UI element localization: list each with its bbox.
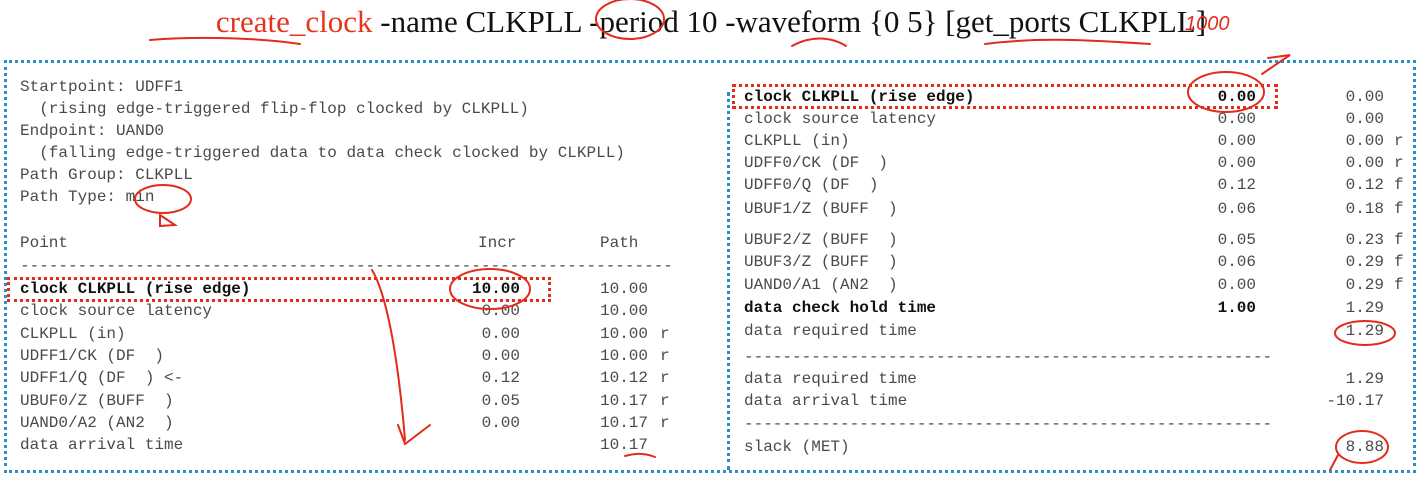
left-row-flag: r	[660, 391, 670, 410]
right-separator-1: ----------------------------------------…	[744, 348, 1273, 366]
right-row-flag: r	[1394, 154, 1404, 172]
right-row-incr: 0.00	[1217, 132, 1256, 150]
left-row-incr: 0.00	[481, 302, 520, 321]
slack-value: 8.88	[1345, 438, 1384, 456]
left-row-point: clock source latency	[20, 302, 213, 321]
right-row-incr: 0.06	[1217, 200, 1256, 218]
panel-divider	[727, 92, 730, 470]
right-row-incr: 0.00	[1217, 276, 1256, 294]
col-header-point: Point	[20, 234, 69, 252]
startpoint-desc: (rising edge-triggered flip-flop clocked…	[20, 100, 529, 118]
right-row-point: UBUF1/Z (BUFF )	[744, 200, 898, 218]
right-row-path: 0.29	[1345, 276, 1384, 294]
path-group-line: Path Group: CLKPLL	[20, 166, 193, 184]
right-row-incr: 0.12	[1217, 176, 1256, 194]
left-row-incr: 0.00	[481, 413, 520, 432]
right-row-flag: r	[1394, 132, 1404, 150]
col-header-path: Path	[600, 234, 639, 252]
right-separator-2: ----------------------------------------…	[744, 415, 1273, 433]
right-row-flag: f	[1394, 253, 1404, 271]
report-frame	[4, 60, 1416, 473]
left-clock-highlight	[7, 277, 551, 302]
left-row-point: UDFF1/Q (DF ) <-	[20, 369, 184, 388]
endpoint-desc: (falling edge-triggered data to data che…	[20, 144, 625, 162]
left-row-flag: r	[660, 413, 670, 432]
left-row-flag: r	[660, 346, 670, 365]
right-row-flag: f	[1394, 276, 1404, 294]
left-row-path: 10.17	[599, 391, 648, 410]
left-row-point: UBUF0/Z (BUFF )	[20, 391, 174, 410]
left-row-incr: 0.05	[481, 391, 520, 410]
right-row-incr: 0.06	[1217, 253, 1256, 271]
command-keyword: create_clock	[215, 4, 373, 39]
left-row-path: 10.00	[599, 324, 648, 343]
summary-required-value: 1.29	[1345, 370, 1384, 388]
right-row-incr: 0.00	[1217, 154, 1256, 172]
left-separator: ----------------------------------------…	[20, 257, 673, 275]
right-row-point: UBUF2/Z (BUFF )	[744, 231, 898, 249]
left-row-point: data arrival time	[20, 436, 184, 455]
underline-clkpll	[984, 38, 1151, 45]
summary-arrival-value: -10.17	[1326, 392, 1384, 410]
left-row-point: clock CLKPLL (rise edge)	[20, 280, 251, 298]
right-row-flag: f	[1394, 176, 1404, 194]
right-row-path: 0.12	[1345, 176, 1384, 194]
command-line: create_clock -name CLKPLL -period 10 -wa…	[0, 4, 1422, 40]
right-row-point: UDFF0/Q (DF )	[744, 176, 879, 194]
command-args: -name CLKPLL -period 10 -waveform {0 5} …	[372, 4, 1207, 39]
right-row-path: 1.29	[1345, 322, 1384, 340]
right-row-point: CLKPLL (in)	[744, 132, 850, 150]
right-row-point: UAND0/A1 (AN2 )	[744, 276, 898, 294]
right-row-path: 0.18	[1345, 200, 1384, 218]
left-row-path: 10.17	[599, 436, 648, 455]
summary-arrival-label: data arrival time	[744, 392, 908, 410]
right-row-path: 0.00	[1345, 110, 1384, 128]
right-row-flag: f	[1394, 200, 1404, 218]
left-row-path: 10.00	[599, 280, 648, 298]
col-header-incr: Incr	[478, 234, 517, 252]
left-row-incr: 0.00	[481, 346, 520, 365]
right-row-path: 0.23	[1345, 231, 1384, 249]
left-row-path: 10.17	[599, 413, 648, 432]
left-row-incr: 0.00	[481, 324, 520, 343]
left-row-flag: r	[660, 369, 670, 388]
right-row-point: clock source latency	[744, 110, 937, 128]
right-row-incr: 1.00	[1217, 299, 1256, 317]
right-row-point: data required time	[744, 322, 917, 340]
right-row-point: clock CLKPLL (rise edge)	[744, 88, 975, 106]
left-row-flag: r	[660, 324, 670, 343]
left-row-incr: 0.12	[481, 369, 520, 388]
right-row-point: UBUF3/Z (BUFF )	[744, 253, 898, 271]
summary-required-label: data required time	[744, 370, 917, 388]
right-clock-highlight	[732, 84, 1278, 109]
endpoint-line: Endpoint: UAND0	[20, 122, 165, 140]
right-row-path: 0.00	[1345, 132, 1384, 150]
right-row-incr: 0.05	[1217, 231, 1256, 249]
right-row-incr: 0.00	[1217, 110, 1256, 128]
right-row-path: 0.29	[1345, 253, 1384, 271]
left-row-path: 10.00	[599, 302, 648, 321]
right-row-path: 0.00	[1345, 154, 1384, 172]
right-row-point: UDFF0/CK (DF )	[744, 154, 889, 172]
left-row-point: CLKPLL (in)	[20, 324, 126, 343]
slack-label: slack (MET)	[744, 438, 850, 456]
left-row-path: 10.00	[599, 346, 648, 365]
right-row-point: data check hold time	[744, 299, 937, 317]
left-row-path: 10.12	[599, 369, 648, 388]
right-row-path: 1.29	[1345, 299, 1384, 317]
right-row-path: 0.00	[1345, 88, 1384, 106]
left-row-point: UAND0/A2 (AN2 )	[20, 413, 174, 432]
startpoint-line: Startpoint: UDFF1	[20, 78, 184, 96]
path-type-line: Path Type: min	[20, 188, 155, 206]
right-row-flag: f	[1394, 231, 1404, 249]
left-row-point: UDFF1/CK (DF )	[20, 346, 165, 365]
